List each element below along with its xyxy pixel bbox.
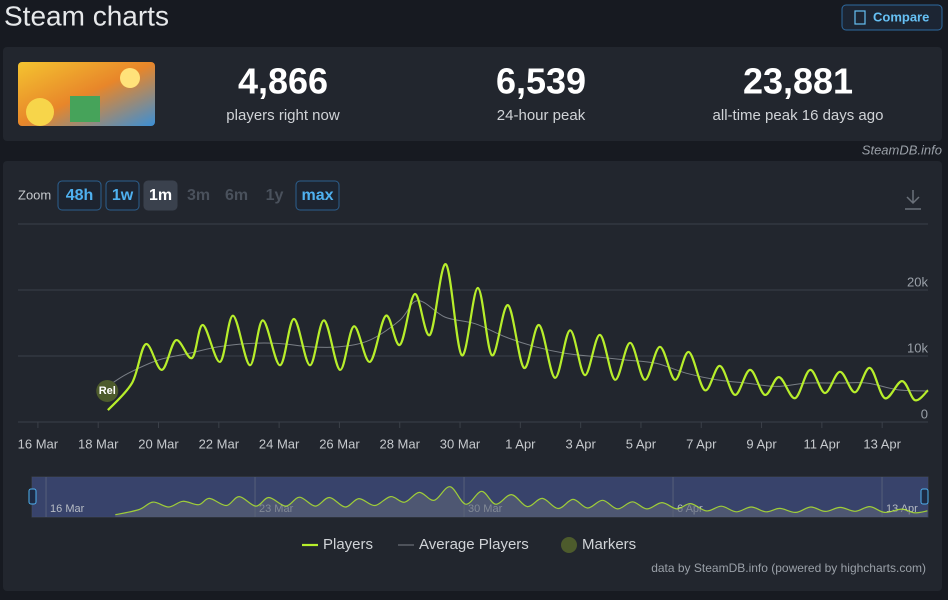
legend: Players Average Players Markers xyxy=(302,536,636,553)
navigator-area xyxy=(115,486,928,517)
stat-label: 24-hour peak xyxy=(497,107,586,124)
x-tick-label: 20 Mar xyxy=(138,436,179,451)
stat-label: players right now xyxy=(226,107,340,124)
download-button[interactable] xyxy=(905,190,921,210)
legend-label[interactable]: Players xyxy=(323,536,373,553)
navigator-tick-label: 16 Mar xyxy=(50,503,85,515)
credits: data by SteamDB.info (powered by highcha… xyxy=(651,561,926,575)
stats: 4,866 players right now 6,539 24-hour peak 2… xyxy=(226,61,883,124)
legend-swatch[interactable] xyxy=(561,537,577,553)
chart-panel xyxy=(3,161,942,591)
x-tick-label: 24 Mar xyxy=(259,436,300,451)
zoom-button: 6m xyxy=(225,187,248,204)
x-tick-label: 3 Apr xyxy=(565,436,596,451)
x-tick-label: 1 Apr xyxy=(505,436,536,451)
zoom-option: 6m xyxy=(225,187,248,204)
zoom-option: 1y xyxy=(266,187,284,204)
x-tick-label: 30 Mar xyxy=(440,436,481,451)
source-link[interactable]: SteamDB.info xyxy=(862,142,942,157)
x-tick-label: 5 Apr xyxy=(626,436,657,451)
legend-label[interactable]: Average Players xyxy=(419,536,529,553)
marker[interactable]: Rel xyxy=(96,379,119,402)
page-title: Steam charts xyxy=(4,0,169,31)
x-tick-label: 28 Mar xyxy=(379,436,420,451)
download-icon[interactable] xyxy=(905,190,921,210)
x-tick-label: 11 Apr xyxy=(804,436,841,451)
legend-label[interactable]: Markers xyxy=(582,536,636,553)
y-tick-label: 0 xyxy=(921,406,928,421)
zoom-frame[interactable] xyxy=(295,180,340,211)
zoom-button: 3m xyxy=(187,187,210,204)
zoom-button: 1y xyxy=(266,187,284,204)
x-tick-label: 26 Mar xyxy=(319,436,360,451)
chart: 0 10k 20k 16 Mar 18 Mar 20 Mar 22 Mar 24 Mar 26 … xyxy=(18,223,929,553)
y-tick-label: 10k xyxy=(907,340,928,355)
compare-label[interactable]: Compare xyxy=(873,9,929,24)
legend-item[interactable]: Average Players xyxy=(398,536,529,553)
game-art xyxy=(18,62,155,126)
navigator-line xyxy=(115,486,928,516)
zoom-button[interactable]: 1m xyxy=(143,180,178,211)
compare-frame[interactable] xyxy=(841,4,943,31)
navigator-handle[interactable] xyxy=(28,488,37,505)
stat-label: all-time peak 16 days ago xyxy=(713,107,884,124)
zoom-option: 3m xyxy=(187,187,210,204)
players-line xyxy=(107,263,929,411)
art-coin xyxy=(120,68,140,88)
x-tick-label: 13 Apr xyxy=(863,436,901,451)
stat-value: 4,866 xyxy=(238,61,328,102)
zoom-option[interactable]: 1m xyxy=(149,187,172,204)
zoom-button[interactable]: 48h xyxy=(57,180,102,211)
zoom-frame[interactable] xyxy=(143,180,178,211)
x-tick-label: 7 Apr xyxy=(686,436,717,451)
zoom-frame[interactable] xyxy=(57,180,102,211)
zoom-button[interactable]: 1w xyxy=(105,180,140,211)
stat-value: 23,881 xyxy=(743,61,853,102)
zoom-label: Zoom xyxy=(18,187,51,202)
stat-value: 6,539 xyxy=(496,61,586,102)
navigator-handle[interactable] xyxy=(920,488,929,505)
x-tick-label: 22 Mar xyxy=(199,436,240,451)
x-tick-label: 18 Mar xyxy=(78,436,119,451)
zoom-option[interactable]: max xyxy=(301,187,333,204)
x-tick-label: 16 Mar xyxy=(18,436,59,451)
art-card xyxy=(70,96,100,122)
compare-button[interactable]: Compare xyxy=(841,4,943,31)
zoom-option[interactable]: 48h xyxy=(66,187,94,204)
y-tick-label: 20k xyxy=(907,274,928,289)
marker-dot[interactable] xyxy=(96,379,119,402)
zoom-button[interactable]: max xyxy=(295,180,340,211)
art-coin xyxy=(26,98,54,126)
zoom-frame[interactable] xyxy=(105,180,140,211)
zoom-buttons: 48h 1w 1m 3m 6m 1y max xyxy=(57,180,340,211)
zoom-option[interactable]: 1w xyxy=(112,187,134,204)
marker-label[interactable]: Rel xyxy=(99,385,116,397)
stats-panel xyxy=(3,47,942,141)
x-tick-label: 9 Apr xyxy=(746,436,777,451)
legend-item[interactable]: Markers xyxy=(561,536,636,553)
legend-item[interactable]: Players xyxy=(302,536,373,553)
compare-icon[interactable] xyxy=(854,10,866,25)
